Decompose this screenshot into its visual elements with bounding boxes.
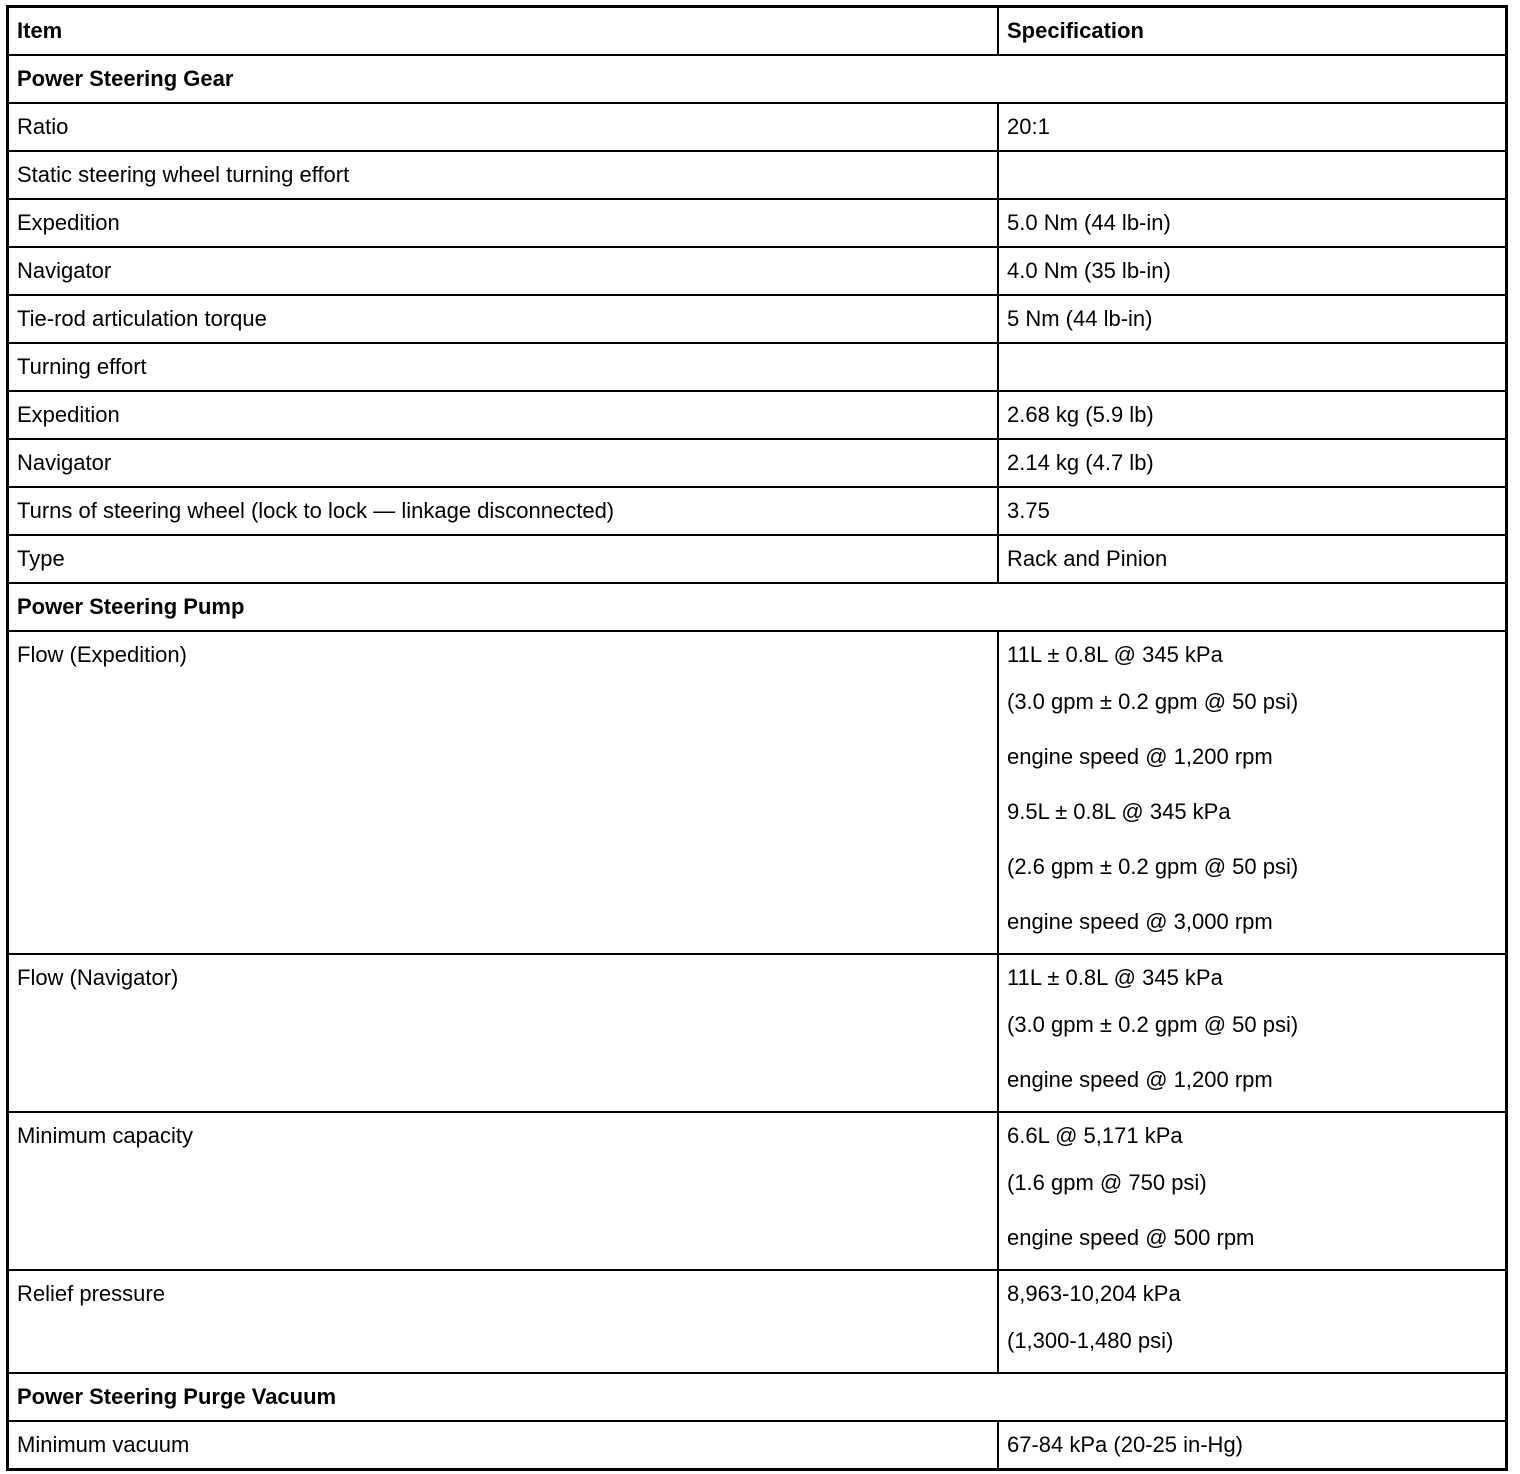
spec-line: 4.0 Nm (35 lb-in) bbox=[1007, 258, 1171, 283]
spec-line: 11L ± 0.8L @ 345 kPa bbox=[1007, 965, 1223, 990]
table-row: Turns of steering wheel (lock to lock — … bbox=[9, 486, 1505, 534]
spec-line: (1.6 gpm @ 750 psi) bbox=[1007, 1170, 1207, 1195]
item-cell: Tie-rod articulation torque bbox=[17, 306, 267, 331]
table-row: Relief pressure 8,963-10,204 kPa (1,300-1,… bbox=[9, 1269, 1505, 1372]
table-row: Flow (Expedition) 11L ± 0.8L @ 345 kPa (3.… bbox=[9, 630, 1505, 953]
spec-line bbox=[1007, 152, 1505, 198]
spec-line: Rack and Pinion bbox=[1007, 546, 1168, 571]
table-row: Type Rack and Pinion bbox=[9, 534, 1505, 582]
item-cell: Ratio bbox=[17, 114, 69, 139]
spec-cell bbox=[999, 344, 1505, 390]
spec-line: 3.75 bbox=[1007, 498, 1050, 523]
spec-line: engine speed @ 500 rpm bbox=[1007, 1225, 1255, 1250]
table-row: Static steering wheel turning effort bbox=[9, 150, 1505, 198]
spec-cell: 2.68 kg (5.9 lb) bbox=[999, 392, 1505, 438]
item-cell: Navigator bbox=[17, 450, 112, 475]
section-row: Power Steering Gear bbox=[9, 54, 1505, 102]
table-row: Tie-rod articulation torque 5 Nm (44 lb-i… bbox=[9, 294, 1505, 342]
section-title: Power Steering Pump bbox=[17, 594, 245, 619]
spec-cell: 5 Nm (44 lb-in) bbox=[999, 296, 1505, 342]
item-cell: Type bbox=[17, 546, 65, 571]
item-cell: Turning effort bbox=[17, 354, 147, 379]
spec-cell: 3.75 bbox=[999, 488, 1505, 534]
spec-line: 8,963-10,204 kPa bbox=[1007, 1281, 1181, 1306]
spec-cell: 11L ± 0.8L @ 345 kPa (3.0 gpm ± 0.2 gpm @… bbox=[999, 955, 1505, 1111]
spec-cell: 2.14 kg (4.7 lb) bbox=[999, 440, 1505, 486]
section-title: Power Steering Purge Vacuum bbox=[17, 1384, 337, 1409]
spec-cell: 4.0 Nm (35 lb-in) bbox=[999, 248, 1505, 294]
item-cell: Minimum capacity bbox=[17, 1123, 194, 1148]
spec-line: (3.0 gpm ± 0.2 gpm @ 50 psi) bbox=[1007, 1012, 1299, 1037]
spec-cell: 6.6L @ 5,171 kPa (1.6 gpm @ 750 psi) engin… bbox=[999, 1113, 1505, 1269]
spec-line: engine speed @ 1,200 rpm bbox=[1007, 744, 1273, 769]
spec-line: 67-84 kPa (20-25 in-Hg) bbox=[1007, 1432, 1244, 1457]
spec-line: 2.14 kg (4.7 lb) bbox=[1007, 450, 1154, 475]
spec-line: (2.6 gpm ± 0.2 gpm @ 50 psi) bbox=[1007, 854, 1299, 879]
specification-table: Item Specification Power Steering Gear Ra… bbox=[6, 5, 1508, 1471]
spec-line: 20:1 bbox=[1007, 114, 1050, 139]
table-row: Ratio 20:1 bbox=[9, 102, 1505, 150]
item-cell: Flow (Navigator) bbox=[17, 965, 179, 990]
spec-cell: Rack and Pinion bbox=[999, 536, 1505, 582]
item-cell: Expedition bbox=[17, 402, 120, 427]
item-cell: Expedition bbox=[17, 210, 120, 235]
item-cell: Flow (Expedition) bbox=[17, 642, 187, 667]
spec-line: 5 Nm (44 lb-in) bbox=[1007, 306, 1153, 331]
section-row: Power Steering Purge Vacuum bbox=[9, 1372, 1505, 1420]
spec-line: engine speed @ 3,000 rpm bbox=[1007, 909, 1273, 934]
header-item: Item bbox=[17, 18, 63, 43]
spec-line: engine speed @ 1,200 rpm bbox=[1007, 1067, 1273, 1092]
table-row: Expedition 2.68 kg (5.9 lb) bbox=[9, 390, 1505, 438]
spec-cell bbox=[999, 152, 1505, 198]
header-specification: Specification bbox=[1007, 18, 1144, 43]
spec-line bbox=[1007, 344, 1505, 390]
spec-line: 5.0 Nm (44 lb-in) bbox=[1007, 210, 1171, 235]
item-cell: Relief pressure bbox=[17, 1281, 165, 1306]
spec-line: 6.6L @ 5,171 kPa bbox=[1007, 1123, 1183, 1148]
section-row: Power Steering Pump bbox=[9, 582, 1505, 630]
spec-cell: 67-84 kPa (20-25 in-Hg) bbox=[999, 1422, 1505, 1468]
spec-line: (1,300-1,480 psi) bbox=[1007, 1328, 1174, 1353]
table-row: Minimum vacuum 67-84 kPa (20-25 in-Hg) bbox=[9, 1420, 1505, 1468]
table-row: Flow (Navigator) 11L ± 0.8L @ 345 kPa (3.0… bbox=[9, 953, 1505, 1111]
spec-cell: 20:1 bbox=[999, 104, 1505, 150]
spec-line: 11L ± 0.8L @ 345 kPa bbox=[1007, 642, 1223, 667]
table-row: Navigator 4.0 Nm (35 lb-in) bbox=[9, 246, 1505, 294]
item-cell: Static steering wheel turning effort bbox=[17, 162, 350, 187]
table-row: Expedition 5.0 Nm (44 lb-in) bbox=[9, 198, 1505, 246]
table-header-row: Item Specification bbox=[9, 8, 1505, 54]
spec-cell: 11L ± 0.8L @ 345 kPa (3.0 gpm ± 0.2 gpm @… bbox=[999, 632, 1505, 953]
spec-cell: 5.0 Nm (44 lb-in) bbox=[999, 200, 1505, 246]
spec-cell: 8,963-10,204 kPa (1,300-1,480 psi) bbox=[999, 1271, 1505, 1372]
table-row: Turning effort bbox=[9, 342, 1505, 390]
spec-line: 2.68 kg (5.9 lb) bbox=[1007, 402, 1154, 427]
item-cell: Turns of steering wheel (lock to lock — … bbox=[17, 498, 615, 523]
spec-line: 9.5L ± 0.8L @ 345 kPa bbox=[1007, 799, 1231, 824]
spec-line: (3.0 gpm ± 0.2 gpm @ 50 psi) bbox=[1007, 689, 1299, 714]
item-cell: Navigator bbox=[17, 258, 112, 283]
table-row: Navigator 2.14 kg (4.7 lb) bbox=[9, 438, 1505, 486]
section-title: Power Steering Gear bbox=[17, 66, 234, 91]
item-cell: Minimum vacuum bbox=[17, 1432, 190, 1457]
table-row: Minimum capacity 6.6L @ 5,171 kPa (1.6 gpm… bbox=[9, 1111, 1505, 1269]
